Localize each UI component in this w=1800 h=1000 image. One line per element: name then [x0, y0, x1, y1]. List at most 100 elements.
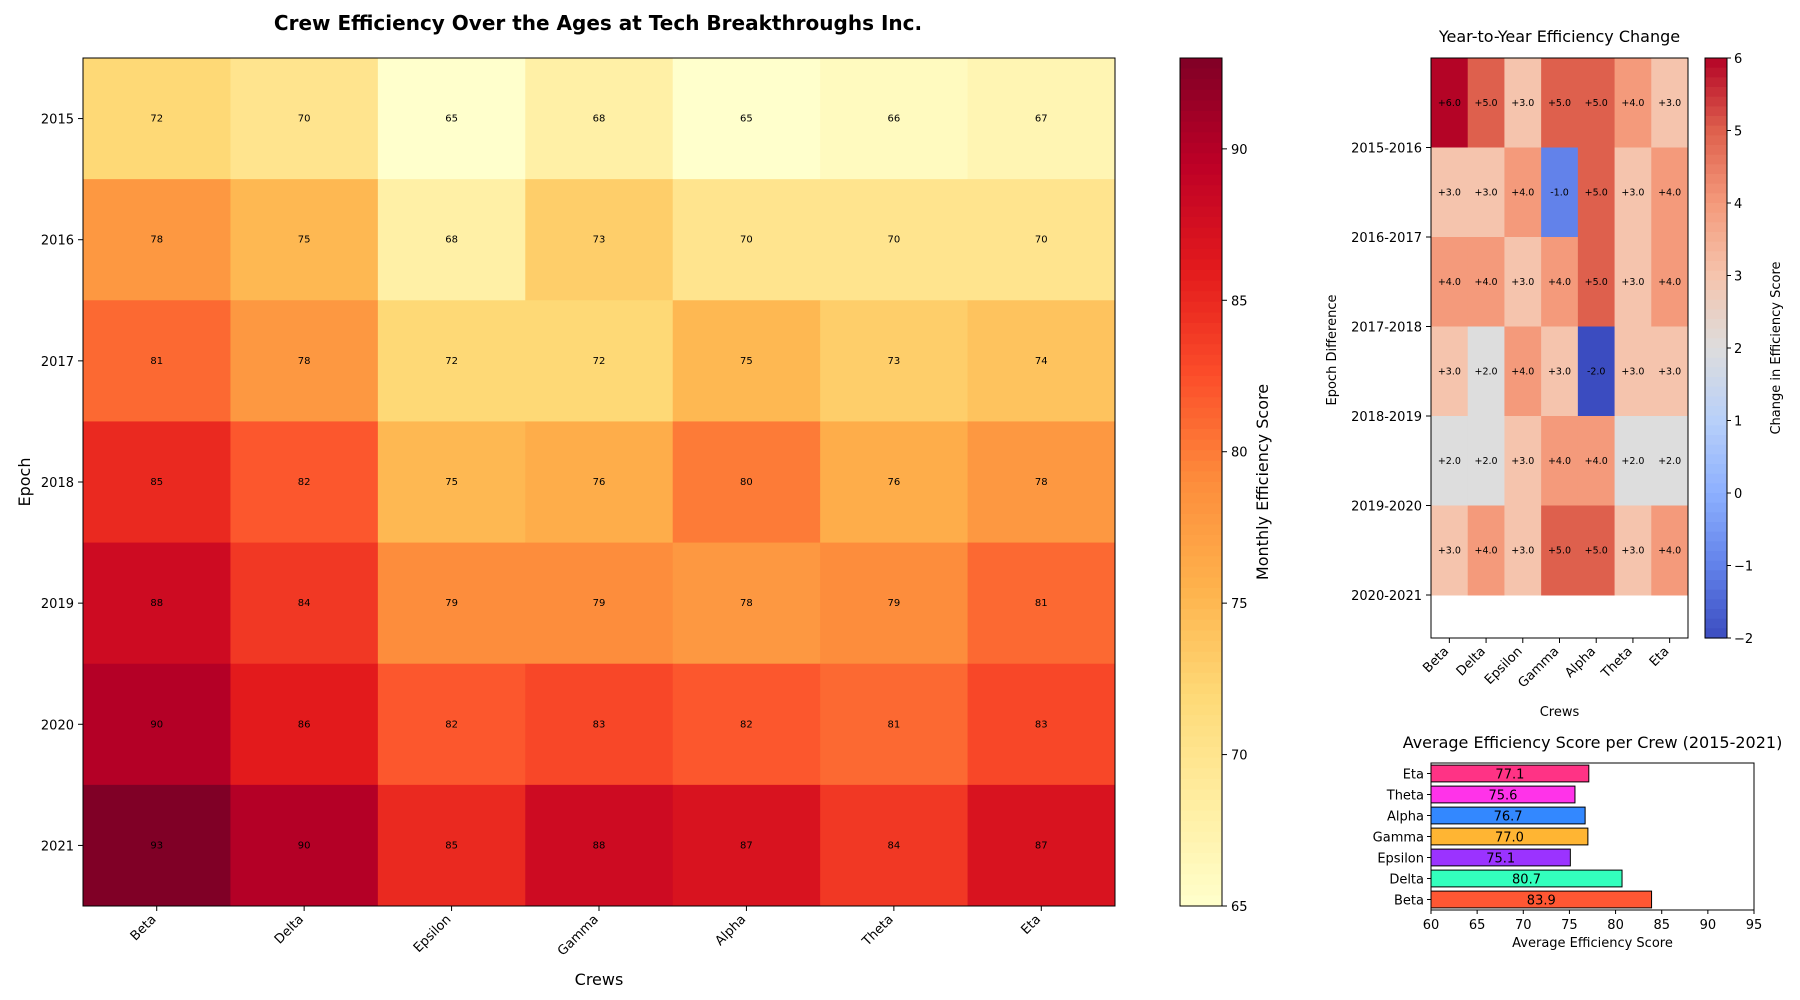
colorbar-segment — [1180, 450, 1222, 462]
change-value-label: +3.0 — [1438, 545, 1461, 556]
cell-value-label: 79 — [593, 598, 606, 609]
change-value-label: +4.0 — [1621, 98, 1644, 109]
colorbar-segment — [1705, 493, 1727, 504]
average-bar-chart: Average Efficiency Score per Crew (2015-… — [1373, 733, 1783, 951]
colorbar-segment — [1705, 116, 1727, 127]
colorbar-tick-label: −1 — [1734, 560, 1753, 575]
cell-value-label: 88 — [593, 840, 606, 851]
x-tick-label: Beta — [1420, 644, 1452, 676]
heatmap-cell — [820, 179, 969, 301]
colorbar-segment — [1705, 473, 1727, 484]
colorbar-segment — [1180, 694, 1222, 706]
x-tick-label: Alpha — [713, 912, 750, 949]
chart-title: Average Efficiency Score per Crew (2015-… — [1403, 733, 1783, 752]
colorbar-segment — [1705, 251, 1727, 262]
colorbar-segment — [1180, 492, 1222, 504]
change-cell — [1614, 58, 1652, 148]
colorbar-segment — [1705, 406, 1727, 417]
x-tick-label: Theta — [1598, 644, 1636, 682]
x-tick-label: Beta — [128, 912, 160, 944]
change-value-label: +4.0 — [1438, 277, 1461, 288]
heatmap-cell — [377, 542, 526, 665]
change-value-label: +4.0 — [1658, 187, 1681, 198]
cell-value-label: 72 — [445, 356, 458, 367]
x-tick-label: Gamma — [555, 912, 602, 959]
colorbar-segment — [1705, 435, 1727, 446]
colorbar-frame — [1179, 57, 1223, 907]
x-tick-label: 90 — [1700, 918, 1717, 933]
change-value-label: +2.0 — [1475, 366, 1498, 377]
colorbar-segment — [1180, 259, 1222, 271]
colorbar-segment — [1180, 641, 1222, 653]
colorbar-segment — [1180, 206, 1222, 218]
x-tick-label: Alpha — [1562, 644, 1599, 681]
heatmap-cell — [377, 421, 526, 544]
heatmap-cell — [377, 663, 526, 786]
change-cell — [1431, 58, 1469, 148]
change-cell — [1614, 505, 1652, 596]
cell-value-label: 65 — [740, 114, 753, 125]
colorbar-label: Change in Efficiency Score — [1769, 261, 1784, 434]
colorbar-segment — [1180, 195, 1222, 207]
change-cell — [1431, 326, 1469, 417]
colorbar-segment — [1180, 100, 1222, 112]
colorbar-segment — [1705, 232, 1727, 243]
colorbar-segment — [1705, 212, 1727, 223]
heatmap-cell — [230, 542, 379, 665]
colorbar-segment — [1705, 560, 1727, 571]
colorbar-segment — [1180, 778, 1222, 790]
cell-value-label: 84 — [887, 840, 900, 851]
colorbar-tick-label: 0 — [1734, 487, 1742, 502]
colorbar-tick-label: 1 — [1734, 415, 1742, 430]
colorbar-segment — [1705, 96, 1727, 107]
colorbar-segment — [1705, 609, 1727, 620]
cell-value-label: 66 — [887, 114, 900, 125]
cell-value-label: 75 — [445, 477, 458, 488]
cell-value-label: 90 — [150, 719, 163, 730]
cell-value-label: 81 — [150, 356, 163, 367]
colorbar-segment — [1180, 874, 1222, 886]
change-value-label: +4.0 — [1511, 366, 1534, 377]
colorbar-segment — [1705, 319, 1727, 330]
heatmap-cell — [525, 663, 674, 786]
change-cell — [1577, 416, 1616, 506]
heatmap-cell — [672, 179, 821, 301]
colorbar-segment — [1180, 672, 1222, 684]
heatmap-cell — [967, 179, 1116, 301]
bar-value-label: 75.1 — [1486, 852, 1515, 867]
y-tick-label: Delta — [1389, 873, 1424, 888]
cell-value-label: 72 — [593, 356, 606, 367]
colorbar-segment — [1705, 193, 1727, 204]
change-cell — [1651, 326, 1689, 417]
x-tick-label: 80 — [1607, 918, 1624, 933]
cell-value-label: 87 — [740, 840, 753, 851]
colorbar-segment — [1705, 618, 1727, 629]
colorbar-segment — [1180, 747, 1222, 759]
cell-value-label: 88 — [150, 598, 163, 609]
y-tick-label: Theta — [1386, 789, 1424, 804]
y-tick-label: 2016 — [41, 234, 74, 249]
cell-value-label: 80 — [740, 477, 753, 488]
heatmap-cell — [820, 663, 969, 786]
colorbar-segment — [1705, 164, 1727, 175]
colorbar-segment — [1180, 248, 1222, 260]
y-tick-label: 2019-2020 — [1351, 500, 1422, 515]
colorbar-tick-label: 4 — [1734, 197, 1742, 212]
colorbar-segment — [1180, 609, 1222, 621]
colorbar-segment — [1180, 407, 1222, 419]
heatmap-cell — [377, 58, 526, 180]
heatmap-cell — [967, 421, 1116, 544]
colorbar-segment — [1705, 502, 1727, 513]
cell-value-label: 78 — [1035, 477, 1048, 488]
colorbar-segment — [1705, 145, 1727, 156]
colorbar-segment — [1180, 397, 1222, 409]
cell-value-label: 90 — [298, 840, 311, 851]
colorbar-segment — [1705, 106, 1727, 117]
change-cell — [1541, 505, 1579, 596]
colorbar-label: Monthly Efficiency Score — [1253, 384, 1272, 580]
change-cell — [1577, 326, 1616, 417]
change-value-label: +3.0 — [1548, 366, 1571, 377]
change-value-label: +4.0 — [1475, 545, 1498, 556]
change-cell — [1577, 237, 1616, 327]
cell-value-label: 65 — [445, 114, 458, 125]
